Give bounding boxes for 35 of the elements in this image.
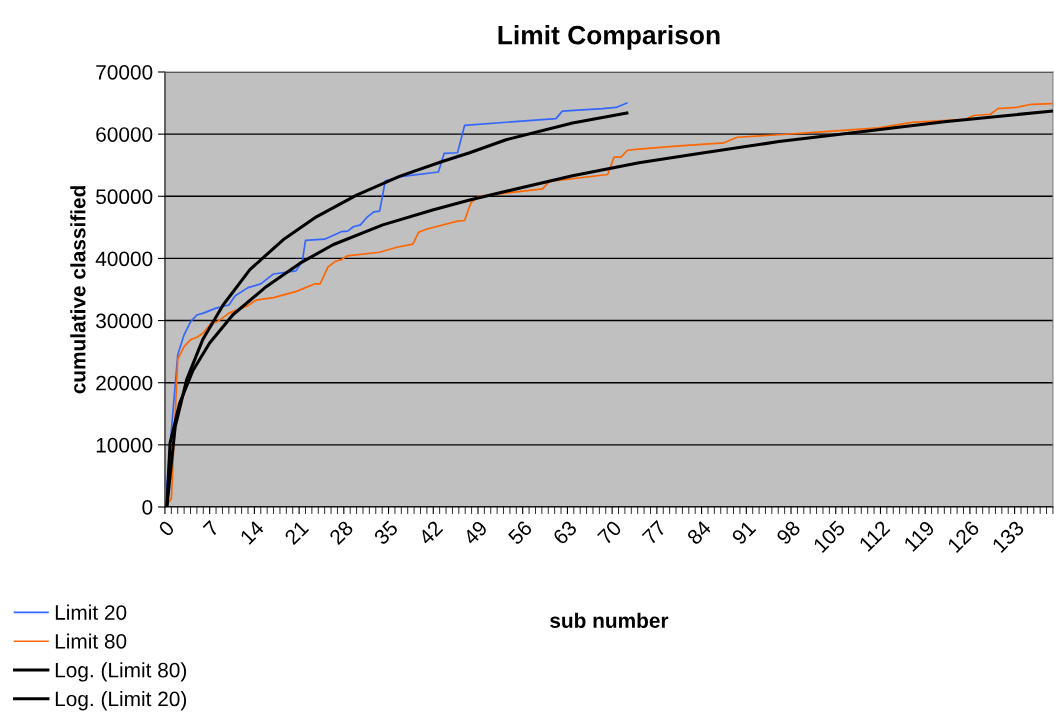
x-tick-label: 98: [775, 519, 802, 546]
x-tick-label: 126: [946, 519, 981, 554]
y-axis-title: cumulative classified: [70, 186, 86, 394]
x-tick-label: 91: [731, 519, 757, 546]
chart-title: Limit Comparison: [498, 25, 720, 50]
x-tick-label: 133: [991, 519, 1025, 554]
x-tick-label: 0: [157, 519, 176, 538]
x-tick-label: 35: [373, 519, 399, 546]
y-tick-label: 70000: [96, 64, 153, 80]
y-tick-label: 60000: [96, 127, 153, 142]
x-tick-label: 14: [239, 519, 265, 545]
legend-label: Limit 80: [55, 633, 127, 649]
y-tick-label: 20000: [96, 375, 153, 391]
x-tick-label: 119: [903, 519, 936, 552]
y-tick-label: 0: [142, 499, 153, 515]
y-tick-label: 10000: [96, 437, 153, 453]
x-tick-label: 56: [507, 519, 533, 546]
y-tick-label: 50000: [96, 189, 153, 205]
legend-label: Limit 20: [55, 604, 127, 620]
x-tick-label: 49: [462, 519, 489, 546]
y-tick-label: 40000: [95, 251, 153, 267]
x-tick-label: 105: [812, 519, 846, 554]
x-tick-label: 84: [686, 519, 712, 546]
x-tick-label: 63: [552, 519, 578, 546]
x-tick-label: 21: [283, 519, 310, 546]
x-tick-label: 28: [328, 519, 355, 546]
x-axis-title: sub number: [550, 612, 669, 628]
legend-label: Log. (Limit 80): [55, 662, 187, 682]
x-tick-label: 112: [858, 519, 891, 552]
y-tick-label: 30000: [96, 313, 153, 329]
x-tick-label: 77: [641, 520, 667, 546]
legend-label: Log. (Limit 20): [55, 691, 187, 711]
x-tick-label: 42: [417, 519, 444, 546]
x-tick-label: 7: [202, 520, 220, 537]
x-tick-label: 70: [596, 519, 623, 546]
